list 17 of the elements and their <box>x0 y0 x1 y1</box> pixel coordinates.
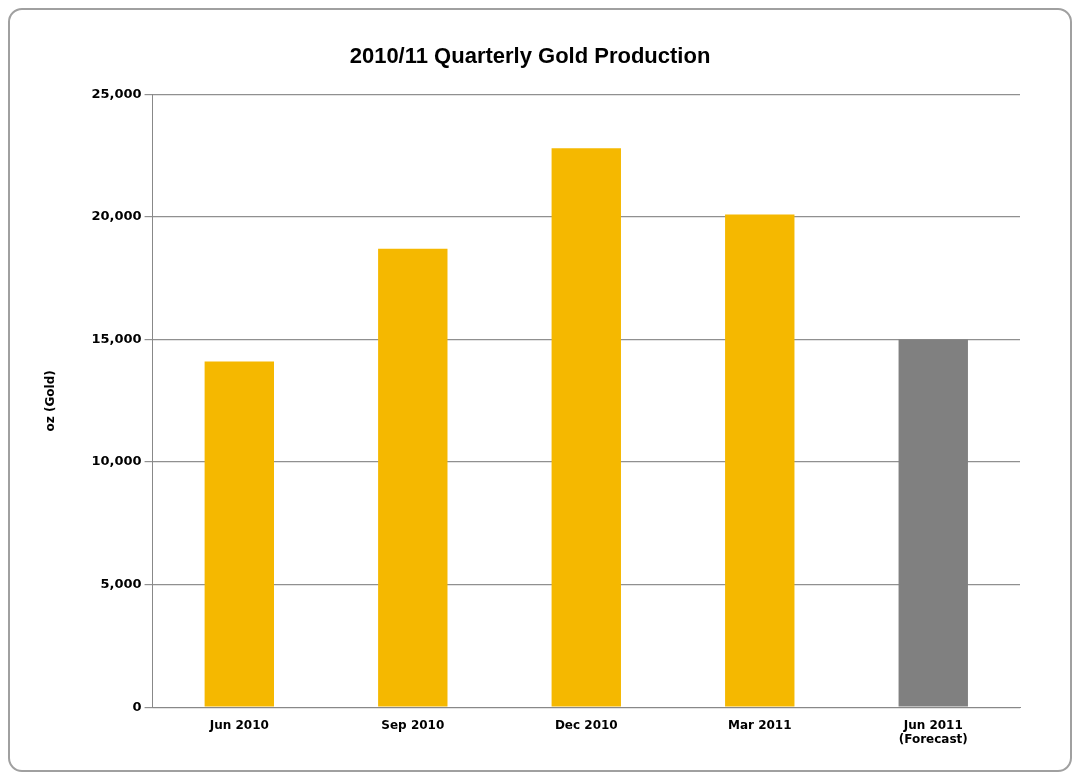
x-tick-label: Jun 2010 <box>208 717 269 732</box>
bar <box>725 214 795 707</box>
y-tick-label: 25,000 <box>91 85 142 101</box>
bar <box>204 361 275 707</box>
y-tick-label: 15,000 <box>91 330 142 346</box>
bar <box>551 148 621 707</box>
y-tick-label: 0 <box>132 698 142 714</box>
y-tick-label: 5,000 <box>100 576 142 592</box>
x-tick-label: Sep 2010 <box>381 717 445 732</box>
y-axis-title: oz (Gold) <box>43 370 58 432</box>
x-tick-label: Dec 2010 <box>554 717 618 732</box>
y-tick-label: 10,000 <box>91 453 142 469</box>
y-tick-label: 20,000 <box>91 208 142 224</box>
bar <box>378 248 448 707</box>
chart-title: 2010/11 Quarterly Gold Production <box>349 43 711 69</box>
x-tick-label: Mar 2011 <box>728 717 792 732</box>
x-tick-label: Jun 2011 (Forecast) <box>898 717 968 746</box>
